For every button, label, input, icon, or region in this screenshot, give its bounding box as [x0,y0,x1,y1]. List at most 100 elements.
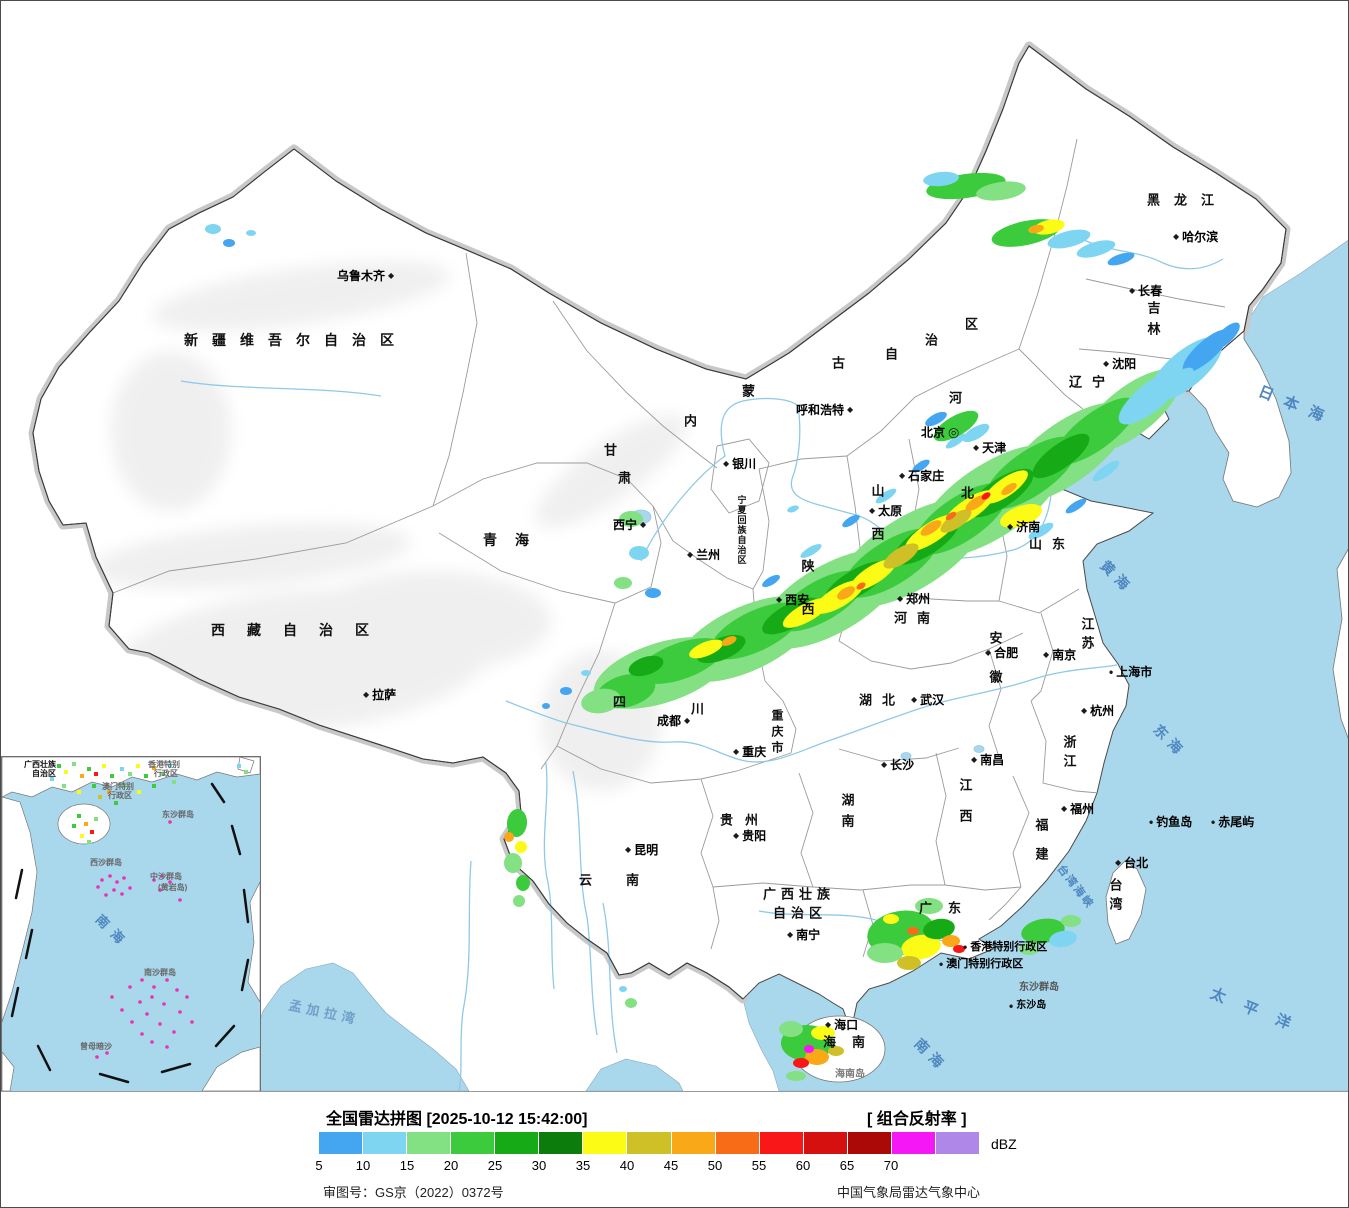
inset-radar-pixel [94,772,98,776]
radar-echo [867,943,903,963]
inset-radar-pixel [160,772,164,776]
radar-echo [786,1071,806,1081]
radar-echo [516,875,530,891]
map-title: 全国雷达拼图 [2025-10-12 15:42:00] [326,1111,588,1128]
inset-radar-pixel [122,784,126,788]
island-dot [110,995,114,999]
colorbar-tick: 55 [751,1158,767,1173]
terrain-shading [91,261,687,791]
radar-echo [629,546,649,560]
radar-echo [907,927,919,935]
radar-echo [1076,240,1116,258]
radar-echo [1212,322,1240,350]
inset-radar-pixel [84,822,88,826]
island-dot [158,1022,162,1026]
radar-echo [1047,229,1091,249]
inset-radar-pixel [57,764,61,768]
radar-echo [940,509,972,533]
inset-radar-pixel [136,764,140,768]
island-dot [112,888,116,892]
colorbar-tick: 70 [883,1158,899,1173]
colorbar-tick: 20 [443,1158,459,1173]
radar-echo [1158,367,1194,399]
island-dot [152,985,156,989]
japan-coast-sliver [1332,548,1348,739]
radar-echo [1092,460,1120,482]
radar-echo [915,898,943,914]
island-dot [140,978,144,982]
colorbar-tick: 40 [619,1158,635,1173]
nine-dash-line [10,782,250,1084]
colorbar-tick: 30 [531,1158,547,1173]
ocean-gulf [585,1058,684,1091]
inset-radar-pixel [152,784,156,788]
radar-echo [581,688,621,714]
inset-philippines [247,881,260,1003]
island-dot [104,893,108,897]
colorbar [319,1132,979,1154]
inset-radar-pixel [62,784,66,788]
inset-radar-pixel [120,767,124,771]
legend: 全国雷达拼图 [2025-10-12 15:42:00] [ 组合反射率 ] d… [1,1091,1348,1207]
radar-echo [223,239,235,247]
radar-echo [1028,224,1044,234]
inset-radar-pixel [94,817,98,821]
radar-echo [504,853,522,873]
island-dot [96,885,100,889]
radar-echo [875,488,897,504]
radar-echo [542,703,550,709]
colorbar-swatch [451,1132,496,1154]
colorbar-tick: 35 [575,1158,591,1173]
island-dot [138,1000,142,1004]
inset-radar-pixel [72,824,76,828]
radar-echo [912,459,930,473]
inset-radar-pixels [50,762,248,844]
inset-radar-pixel [87,840,91,844]
data-source: 中国气象局雷达气象中心 [837,1185,981,1200]
colorbar-swatch [539,1132,584,1154]
radar-echo [793,1058,809,1068]
colorbar-tick: 10 [355,1158,371,1173]
radar-echo [504,832,514,842]
island-dot [128,886,132,890]
radar-echo [962,423,990,443]
inset-radar-pixel [114,801,118,805]
radar-echo [1107,252,1135,266]
radar-echo [920,520,942,536]
island-dot [185,995,189,999]
island-dot [130,1020,134,1024]
radar-echo [945,511,957,521]
colorbar-swatch [583,1132,628,1154]
colorbar-tick: 60 [795,1158,811,1173]
island-dot [162,1002,166,1006]
radar-echo [1000,503,1042,529]
colorbar-unit: dBZ [991,1136,1017,1152]
radar-echo [925,411,947,427]
colorbar-swatch [759,1132,804,1154]
china-radar-map: 新疆维吾尔自治区 西藏自治区 青海甘肃内蒙古自治区黑龙江 吉林 辽宁 山西河北山东 陕西 河南… [1,1,1348,1091]
radar-echo [897,956,921,970]
radar-echo [645,588,661,598]
island-dot [190,1020,194,1024]
radar-echo [628,655,664,677]
colorbar-swatch [935,1132,979,1154]
island-dot [152,878,156,882]
radar-echo [619,511,643,527]
inset-radar-pixel [107,790,111,794]
colorbar-tick: 15 [399,1158,415,1173]
colorbar-swatch [407,1132,452,1154]
radar-echo [923,918,955,940]
colorbar-tick: 65 [839,1158,855,1173]
radar-echo [942,935,960,947]
inset-radar-pixel [102,764,106,768]
radar-echo [953,945,965,953]
island-dot [178,1010,182,1014]
radar-echo [1001,482,1017,496]
colorbar-swatch [319,1132,364,1154]
inset-radar-pixel [80,834,84,838]
lake-poyang [973,745,985,753]
radar-echo [205,224,221,234]
island-dot [100,878,104,882]
island-dot [140,1032,144,1036]
